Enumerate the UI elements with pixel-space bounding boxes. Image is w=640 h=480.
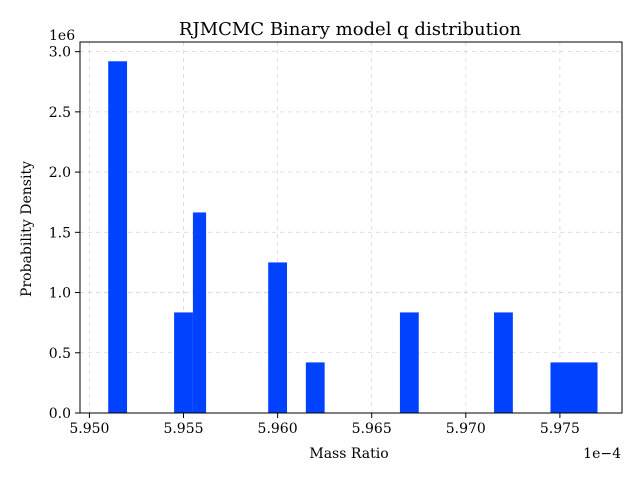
histogram-bar [192, 212, 207, 413]
grid [80, 42, 622, 414]
x-tick-label: 5.955 [163, 421, 203, 437]
x-tick-label: 5.960 [258, 421, 298, 437]
histogram-bar [550, 362, 598, 413]
x-tick-label: 5.975 [540, 421, 580, 437]
y-tick-label: 0.5 [49, 346, 71, 362]
y-tick-label: 2.5 [49, 105, 71, 121]
y-tick-label: 0.0 [49, 406, 71, 422]
x-tick-label: 5.950 [69, 421, 109, 437]
histogram-bar [305, 362, 325, 413]
plot-frame [79, 41, 623, 414]
y-offset-label: 1e6 [49, 28, 75, 44]
bars [108, 61, 598, 413]
histogram-bar [494, 312, 513, 413]
histogram-bar [108, 61, 128, 413]
y-axis-label: Probability Density [19, 161, 35, 297]
x-axis-label: Mass Ratio [309, 446, 388, 462]
histogram-bar [268, 262, 288, 413]
y-tick-label: 2.0 [49, 165, 71, 181]
chart-title: RJMCMC Binary model q distribution [179, 19, 522, 40]
y-tick-label: 1.5 [49, 225, 71, 241]
y-tick-label: 1.0 [49, 286, 71, 302]
histogram-bar [399, 312, 419, 413]
axes: 5.950 5.955 5.960 5.965 5.970 5.975 0.0 0.5 1.0 1… [49, 41, 623, 437]
y-tick-label: 3.0 [49, 45, 71, 61]
x-tick-label: 5.970 [446, 421, 486, 437]
x-offset-label: 1e−4 [583, 446, 621, 462]
x-tick-label: 5.965 [352, 421, 392, 437]
histogram-bar [174, 312, 193, 413]
